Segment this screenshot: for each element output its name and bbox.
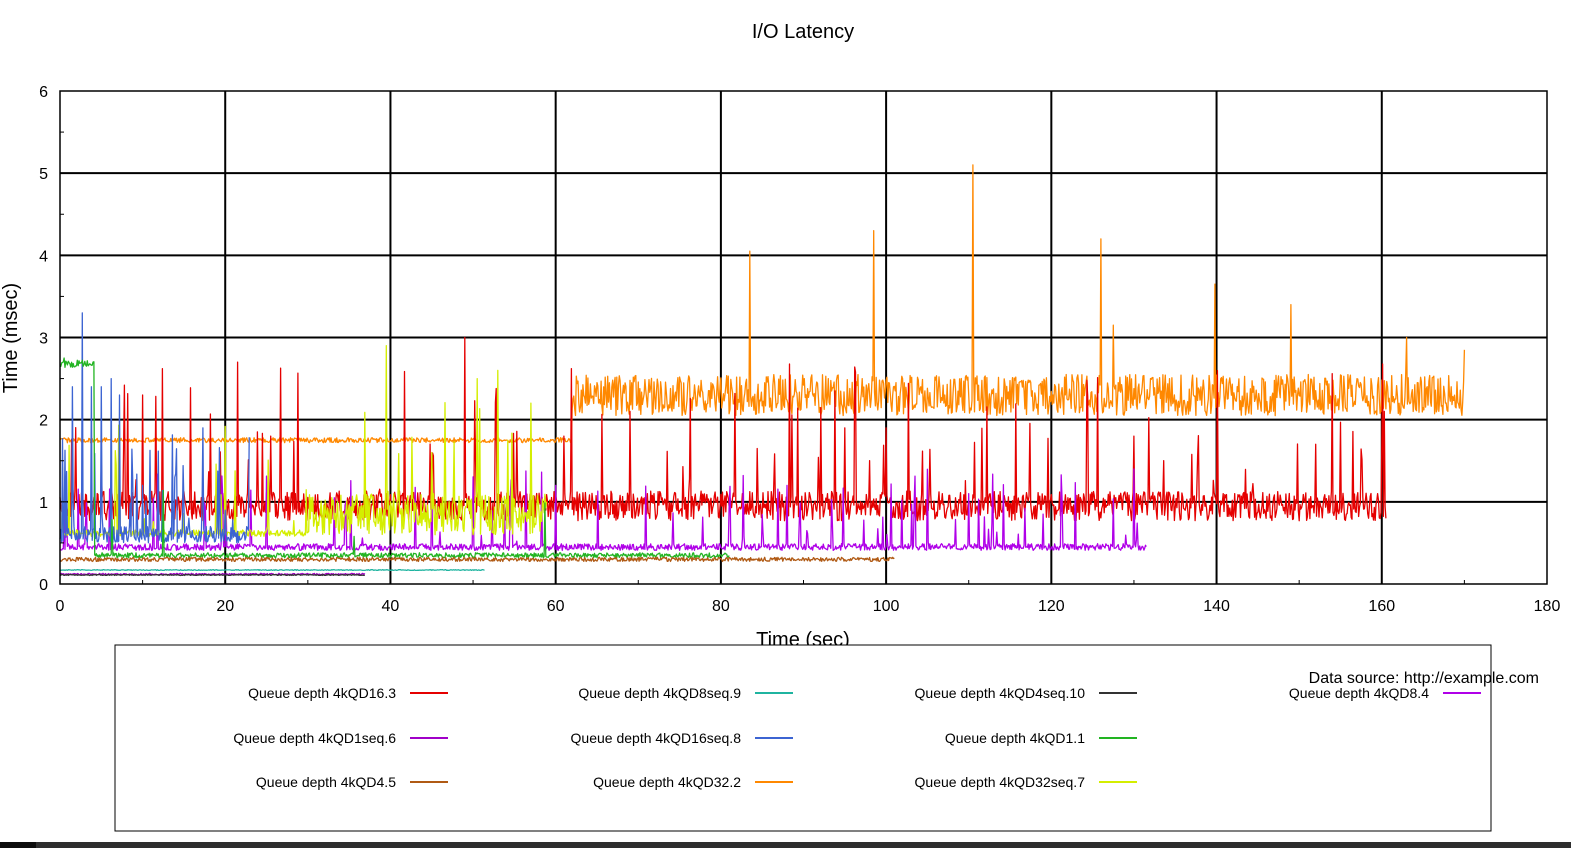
series-line (59, 573, 365, 577)
legend: Queue depth 4kQD16.3 Queue depth 4kQD1seq… (233, 685, 1481, 790)
legend-label: Queue depth 4kQD4seq.10 (915, 685, 1086, 701)
x-tick-label: 160 (1368, 598, 1395, 615)
x-tick-label: 100 (873, 598, 900, 615)
series-layer (59, 164, 1466, 577)
series-line (59, 556, 895, 563)
data-source-note: Data source: http://example.com (1309, 670, 1539, 687)
x-tick-label: 60 (547, 598, 565, 615)
legend-label: Queue depth 4kQD1.1 (945, 730, 1085, 746)
x-tick-label: 0 (56, 598, 65, 615)
y-tick-label: 1 (39, 495, 48, 512)
y-tick-label: 6 (39, 84, 48, 101)
x-tick-label: 80 (712, 598, 730, 615)
series-line (59, 357, 730, 559)
legend-label: Queue depth 4kQD8.4 (1289, 685, 1429, 701)
series-line (60, 468, 1147, 551)
legend-label: Queue depth 4kQD4.5 (256, 774, 396, 790)
legend-label: Queue depth 4kQD16seq.8 (571, 730, 742, 746)
y-tick-label: 0 (39, 577, 48, 594)
legend-label: Queue depth 4kQD32.2 (593, 774, 741, 790)
y-tick-label: 5 (39, 166, 48, 183)
y-axis-label: Time (msec) (0, 283, 22, 393)
legend-label: Queue depth 4kQD8seq.9 (578, 685, 741, 701)
y-tick-label: 2 (39, 413, 48, 430)
series-line (59, 164, 1466, 444)
y-tick-label: 4 (39, 248, 48, 265)
legend-box (114, 644, 1492, 832)
series-line (59, 568, 485, 572)
legend-label: Queue depth 4kQD16.3 (248, 685, 396, 701)
x-tick-label: 140 (1203, 598, 1230, 615)
taskbar-accent (0, 842, 36, 848)
series-line (59, 336, 1387, 522)
x-tick-label: 180 (1534, 598, 1561, 615)
chart-title: I/O Latency (752, 21, 854, 43)
x-tick-label: 40 (382, 598, 400, 615)
y-tick-label: 3 (39, 331, 48, 348)
x-tick-label: 20 (216, 598, 234, 615)
legend-label: Queue depth 4kQD32seq.7 (915, 774, 1086, 790)
axis-ticks: 0 20 40 60 80 100 120 140 160 180 0 1 2 3 4 5 6 (39, 84, 1560, 615)
taskbar-strip (0, 842, 1571, 848)
series-line (59, 312, 250, 544)
grid (60, 91, 1547, 584)
x-tick-label: 120 (1038, 598, 1065, 615)
legend-label: Queue depth 4kQD1seq.6 (233, 730, 396, 746)
